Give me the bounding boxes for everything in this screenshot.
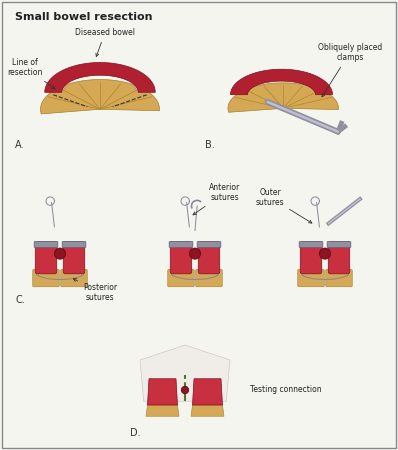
FancyBboxPatch shape: [196, 270, 222, 287]
Text: B.: B.: [205, 140, 215, 150]
Circle shape: [181, 386, 189, 394]
FancyBboxPatch shape: [62, 241, 86, 248]
Text: C.: C.: [15, 295, 25, 305]
Text: D.: D.: [130, 428, 140, 438]
FancyBboxPatch shape: [197, 241, 221, 248]
Polygon shape: [148, 379, 178, 405]
Text: Obliquely placed
clamps: Obliquely placed clamps: [318, 43, 382, 97]
Text: Diseased bowel: Diseased bowel: [75, 28, 135, 57]
FancyBboxPatch shape: [299, 241, 323, 248]
FancyBboxPatch shape: [300, 242, 322, 274]
Circle shape: [320, 248, 331, 259]
FancyBboxPatch shape: [198, 242, 220, 274]
FancyBboxPatch shape: [327, 241, 351, 248]
FancyBboxPatch shape: [33, 270, 59, 287]
Polygon shape: [191, 405, 224, 416]
FancyBboxPatch shape: [328, 242, 350, 274]
Polygon shape: [228, 83, 338, 112]
Text: Line of
resection: Line of resection: [7, 58, 55, 89]
Text: Anterior
sutures: Anterior sutures: [193, 183, 241, 215]
Text: A.: A.: [15, 140, 25, 150]
Polygon shape: [230, 69, 332, 94]
FancyBboxPatch shape: [298, 270, 324, 287]
FancyBboxPatch shape: [168, 270, 194, 287]
Text: Posterior
sutures: Posterior sutures: [73, 279, 117, 302]
Polygon shape: [45, 84, 66, 92]
FancyBboxPatch shape: [170, 242, 192, 274]
Polygon shape: [45, 63, 155, 92]
Text: Testing connection: Testing connection: [250, 386, 322, 395]
FancyBboxPatch shape: [61, 270, 87, 287]
FancyBboxPatch shape: [35, 242, 57, 274]
Polygon shape: [146, 405, 179, 416]
Polygon shape: [41, 80, 160, 114]
FancyBboxPatch shape: [169, 241, 193, 248]
Circle shape: [189, 248, 201, 259]
Polygon shape: [134, 84, 155, 92]
FancyBboxPatch shape: [63, 242, 85, 274]
Polygon shape: [140, 345, 230, 401]
Text: Outer
sutures: Outer sutures: [256, 188, 312, 223]
Circle shape: [55, 248, 66, 259]
Text: Small bowel resection: Small bowel resection: [15, 12, 152, 22]
FancyBboxPatch shape: [34, 241, 58, 248]
FancyBboxPatch shape: [326, 270, 352, 287]
Polygon shape: [193, 379, 222, 405]
